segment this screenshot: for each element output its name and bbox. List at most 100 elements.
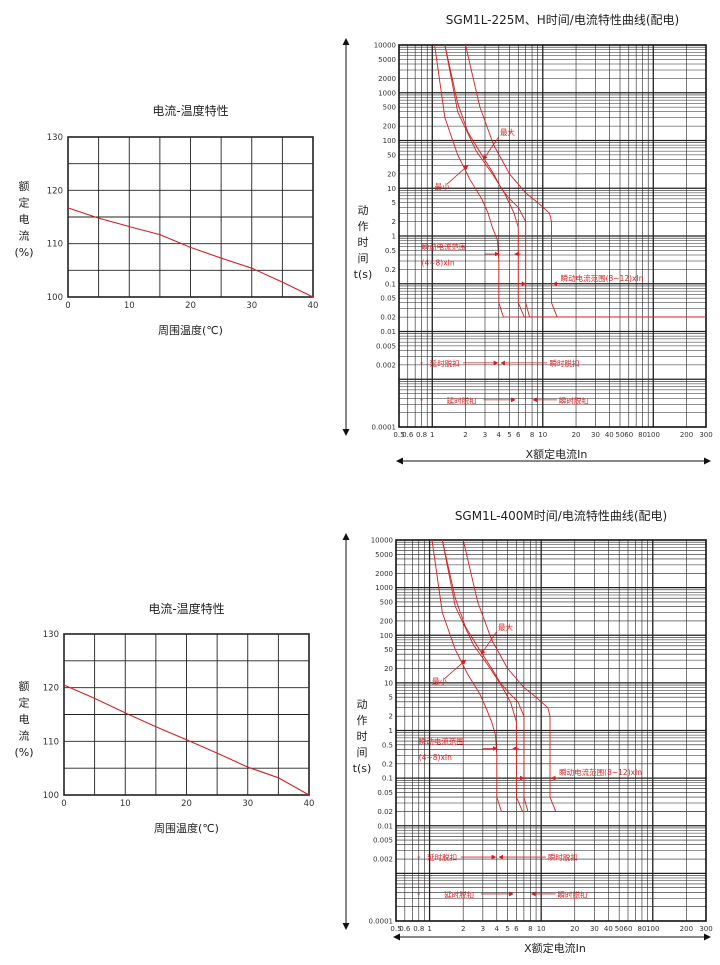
tc-annotation-label: 瞬时脱扣 — [559, 396, 589, 406]
tc-annotation-label: 延时脱扣 — [444, 890, 474, 900]
temp-x-tick-label: 20 — [181, 799, 192, 809]
tc-y-tick-label: 10000 — [374, 42, 396, 50]
tc-annotation-label: 最大 — [500, 127, 515, 137]
tc-x-tick-label: 4 — [497, 431, 502, 439]
temp-x-tick-label: 30 — [242, 799, 253, 809]
tc-y-tick-label: 5000 — [378, 56, 396, 64]
temp-x-tick-label: 30 — [246, 301, 257, 311]
tc-chart-title: SGM1L-225M、H时间/电流特性曲线(配电) — [446, 12, 679, 27]
tc-y-axis-label: 动 — [358, 204, 369, 217]
tc-y-tick-label: 2 — [392, 218, 396, 226]
temp-x-tick-label: 0 — [61, 799, 66, 809]
tc-x-tick-label: 200 — [680, 431, 693, 439]
tc-x-tick-label: 5 — [505, 925, 509, 933]
tc-x-tick-label: 20 — [570, 925, 579, 933]
temp-y-axis-label: 定 — [19, 196, 30, 210]
tc-y-axis-label: 间 — [358, 252, 369, 265]
tc-chart-title: SGM1L-400M时间/电流特性曲线(配电) — [455, 508, 667, 523]
temp-y-tick-label: 100 — [47, 293, 63, 303]
tc-y-tick-label: 0.002 — [373, 856, 393, 864]
temp-x-tick-label: 0 — [65, 301, 70, 311]
temp-x-tick-label: 40 — [308, 301, 319, 311]
tc-y-tick-label: 0.005 — [373, 837, 393, 845]
temp-y-tick-label: 100 — [43, 791, 59, 801]
tc-annotation-label: 瞬动电流范围(8~12)xIn — [561, 273, 644, 283]
tc-y-tick-label: 10 — [387, 185, 396, 193]
tc-x-tick-label: 5 — [507, 431, 511, 439]
tc-y-tick-label: 2000 — [375, 570, 393, 578]
tc-x-tick-label: 4 — [495, 925, 500, 933]
tc-y-tick-label: 5 — [389, 694, 393, 702]
tc-y-tick-label: 1000 — [375, 584, 393, 592]
tc-y-tick-label: 20 — [387, 170, 396, 178]
tc-annotation-arrow — [443, 659, 467, 680]
tc-annotation-label: 最大 — [498, 622, 513, 632]
tc-annotation-label: 瞬动电流范围(8~12)xIn — [559, 767, 642, 777]
temp-y-axis-label: 电 — [19, 713, 30, 726]
tc-series-curve — [444, 44, 706, 318]
tc-y-axis-label: t(s) — [354, 268, 373, 281]
temp-y-axis-label: 额 — [19, 680, 30, 693]
tc-y-tick-label: 100 — [380, 632, 393, 640]
tc-x-tick-label: 2 — [463, 431, 467, 439]
tc-y-tick-label: 0.0001 — [372, 424, 397, 432]
temp-y-axis-label: (%) — [14, 746, 33, 759]
tc-y-tick-label: 100 — [383, 137, 396, 145]
temp-y-tick-label: 120 — [47, 186, 63, 196]
tc-y-tick-label: 0.1 — [382, 775, 393, 783]
tc-y-tick-label: 0.02 — [377, 808, 393, 816]
tc-y-tick-label: 2 — [389, 713, 393, 721]
tc-x-tick-label: 6 — [516, 431, 521, 439]
tc-series-curve — [431, 539, 706, 812]
tc-y-tick-label: 5000 — [375, 551, 393, 559]
tc-x-tick-label: 3 — [483, 431, 487, 439]
tc-annotation-label: 瞬时脱扣 — [549, 358, 579, 368]
temp-x-axis-label: 周围温度(℃) — [154, 821, 219, 835]
temp-chart-title: 电流-温度特性 — [148, 601, 224, 616]
tc-x-tick-label: 100 — [647, 431, 660, 439]
temp-x-tick-label: 10 — [120, 799, 131, 809]
tc-y-tick-label: 500 — [383, 104, 396, 112]
tc-x-tick-label: 200 — [680, 925, 693, 933]
tc-y-tick-label: 0.5 — [385, 247, 396, 255]
tc-y-axis-label: 间 — [357, 746, 368, 759]
tc-y-tick-label: 1 — [389, 727, 393, 735]
temp-y-tick-label: 110 — [43, 737, 59, 747]
tc-y-tick-label: 200 — [380, 617, 393, 625]
tc-plot-frame — [398, 44, 707, 428]
tc-x-tick-label: 30 — [590, 925, 599, 933]
tc-x-tick-label: 60 — [624, 431, 633, 439]
tc-x-tick-label: 0.6 — [399, 925, 411, 933]
tc-series-curve — [441, 539, 706, 812]
tc-y-tick-label: 0.01 — [380, 328, 396, 336]
tc-x-tick-label: 0.5 — [390, 925, 401, 933]
tc-y-tick-label: 10000 — [371, 537, 393, 545]
tc-x-tick-label: 40 — [604, 925, 613, 933]
tc-y-tick-label: 200 — [383, 123, 396, 131]
tc-y-axis-label: 动 — [357, 698, 368, 711]
tc-x-tick-label: 50 — [615, 925, 624, 933]
tc-x-tick-label: 0.6 — [402, 431, 414, 439]
temp-chart-title: 电流-温度特性 — [152, 103, 228, 118]
tc-x-tick-label: 6 — [514, 925, 519, 933]
tc-y-tick-label: 0.005 — [376, 342, 396, 350]
tc-y-axis-label: 作 — [358, 220, 369, 233]
tc-annotation-label: 瞬动电流范围 — [422, 242, 467, 252]
tc-x-tick-label: 2 — [461, 925, 465, 933]
temp-series-line — [67, 207, 314, 298]
tc-series-curve — [465, 44, 706, 318]
tc-y-tick-label: 20 — [384, 665, 393, 673]
tc-y-axis-label: 作 — [357, 714, 368, 727]
tc-y-tick-label: 0.5 — [382, 741, 393, 749]
tc-series-curve — [434, 44, 706, 318]
tc-x-tick-label: 40 — [605, 431, 614, 439]
tc-y-tick-label: 0.2 — [385, 266, 396, 274]
tc-x-tick-label: 3 — [481, 925, 485, 933]
temp-y-axis-label: 流 — [19, 229, 30, 243]
tc-annotation-label: 最小 — [435, 182, 450, 191]
temp-y-axis-label: (%) — [14, 246, 33, 259]
tc-y-axis-label: 时 — [357, 730, 368, 743]
tc-x-tick-label: 0.5 — [393, 431, 404, 439]
tc-annotation-label: 延时脱扣 — [427, 852, 457, 862]
tc-x-tick-label: 10 — [537, 925, 546, 933]
